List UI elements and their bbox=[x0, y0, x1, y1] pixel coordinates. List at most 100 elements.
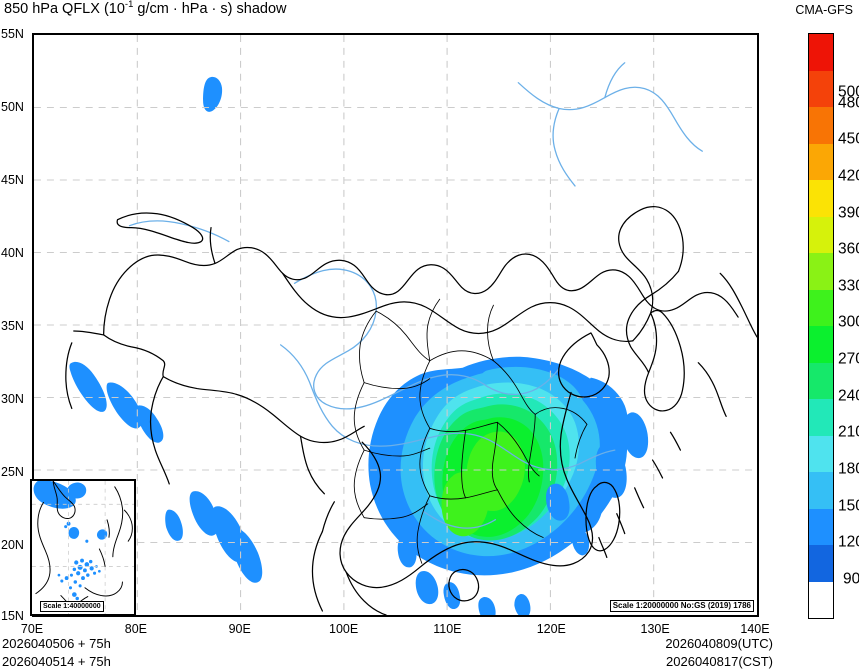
title-text-main: 850 hPa QFLX (10 bbox=[4, 1, 125, 17]
colorbar-cell-13 bbox=[809, 107, 833, 144]
colorbar-tick-240: 240 bbox=[838, 387, 859, 405]
colorbar-cell-1 bbox=[809, 545, 833, 582]
model-label: CMA-GFS bbox=[795, 3, 853, 17]
lon-label-90e: 90E bbox=[228, 622, 251, 636]
bohai-shandong-coast bbox=[557, 332, 610, 398]
colorbar-tick-500: 500 bbox=[838, 83, 859, 101]
japan-kyushu bbox=[697, 362, 727, 417]
ne-china-boundary bbox=[618, 206, 684, 342]
colorbar-cell-10 bbox=[809, 216, 833, 253]
title-text-rest: g/cm · hPa · s) shadow bbox=[133, 1, 287, 17]
colorbar-cell-8 bbox=[809, 289, 833, 326]
colorbar-cell-7 bbox=[809, 326, 833, 363]
indochina-west bbox=[311, 530, 324, 612]
colorbar-cell-0 bbox=[809, 581, 833, 618]
colorbar-tick-90: 90 bbox=[843, 570, 859, 588]
colorbar-tick-300: 300 bbox=[838, 313, 859, 331]
kazakh-border bbox=[102, 268, 129, 336]
lat-label-20n: 20N bbox=[1, 538, 24, 552]
japan-outline bbox=[719, 272, 757, 338]
himalaya-boundary bbox=[162, 376, 365, 444]
colorbar-cell-12 bbox=[809, 143, 833, 180]
lat-label-35n: 35N bbox=[1, 319, 24, 333]
india-outline bbox=[149, 376, 170, 485]
japan-ryukyu-2 bbox=[651, 459, 664, 479]
footer-valid-time-utc: 2026040809(UTC) bbox=[665, 636, 773, 651]
colorbar-cell-15 bbox=[809, 34, 833, 71]
lon-label-100e: 100E bbox=[328, 622, 359, 636]
colorbar-cell-2 bbox=[809, 508, 833, 545]
china-south-coast bbox=[339, 391, 594, 589]
colorbar-tick-480: 480 bbox=[838, 94, 859, 112]
lat-label-45n: 45N bbox=[1, 173, 24, 187]
inset-map-scale-label: Scale 1:40000000 bbox=[40, 601, 104, 612]
colorbar-tick-150: 150 bbox=[838, 497, 859, 514]
colorbar-tick-210: 210 bbox=[838, 423, 859, 441]
lat-label-30n: 30N bbox=[1, 392, 24, 406]
colorbar-cell-9 bbox=[809, 253, 833, 290]
colorbar-tick-330: 330 bbox=[838, 277, 859, 295]
lat-label-55n: 55N bbox=[1, 27, 24, 41]
china-national-boundary bbox=[126, 246, 739, 318]
lon-label-70e: 70E bbox=[20, 622, 44, 636]
page-title: 850 hPa QFLX (10-1 g/cm · hPa · s) shado… bbox=[4, 0, 287, 17]
inset-map-south-china-sea[interactable]: Scale 1:40000000 bbox=[30, 479, 136, 616]
lon-label-120e: 120E bbox=[536, 622, 566, 636]
colorbar-tick-270: 270 bbox=[838, 350, 859, 368]
lon-label-130e: 130E bbox=[640, 622, 670, 636]
colorbar-cell-3 bbox=[809, 472, 833, 509]
main-map-scale-label: Scale 1:20000000 No:GS (2019) 1786 bbox=[609, 600, 754, 612]
lon-label-140e: 140E bbox=[740, 622, 770, 636]
colorbar-cell-5 bbox=[809, 399, 833, 436]
inset-gridlines bbox=[32, 481, 134, 614]
colorbar-cell-4 bbox=[809, 435, 833, 472]
footer-init-time-cst: 2026040514 + 75h bbox=[2, 654, 111, 669]
russia-nw-line bbox=[73, 330, 105, 336]
inset-map-svg bbox=[32, 481, 134, 614]
borders-layer bbox=[65, 206, 757, 615]
colorbar-tick-180: 180 bbox=[838, 460, 859, 478]
myanmar-border bbox=[321, 501, 335, 533]
lon-label-80e: 80E bbox=[124, 622, 148, 636]
taiwan-outline bbox=[585, 481, 621, 552]
map-svg bbox=[34, 35, 757, 615]
lat-label-40n: 40N bbox=[1, 246, 24, 260]
japan-ryukyu-4 bbox=[616, 513, 626, 535]
japan-ryukyu-5 bbox=[598, 536, 608, 559]
central-asia-border bbox=[102, 334, 166, 378]
lat-label-50n: 50N bbox=[1, 100, 24, 114]
mongolia-west-line bbox=[209, 227, 216, 265]
footer-init-time-utc: 2026040506 + 75h bbox=[2, 636, 111, 651]
lon-label-110e: 110E bbox=[433, 622, 462, 636]
lat-label-15n: 15N bbox=[1, 609, 24, 623]
province-boundaries bbox=[353, 298, 588, 564]
china-east-coast bbox=[625, 270, 680, 374]
inset-shading bbox=[33, 481, 108, 601]
colorbar-tick-120: 120 bbox=[838, 533, 859, 551]
bangladesh-border bbox=[299, 435, 326, 495]
colorbar-tick-450: 450 bbox=[838, 130, 859, 148]
colorbar[interactable] bbox=[808, 33, 834, 619]
map-frame[interactable]: Scale 1:20000000 No:GS (2019) 1786 bbox=[32, 33, 759, 617]
colorbar-tick-360: 360 bbox=[838, 240, 859, 258]
indochina-outline bbox=[345, 571, 387, 615]
map-canvas[interactable] bbox=[34, 35, 757, 615]
japan-ryukyu-3 bbox=[634, 487, 645, 509]
qflx-scattered-patches bbox=[69, 76, 649, 615]
colorbar-cell-6 bbox=[809, 362, 833, 399]
hainan-outline bbox=[448, 568, 480, 602]
korea-outline bbox=[643, 309, 685, 412]
inset-coastlines bbox=[35, 481, 133, 608]
colorbar-tick-420: 420 bbox=[838, 167, 859, 185]
lat-label-25n: 25N bbox=[1, 465, 24, 479]
title-exponent: -1 bbox=[124, 0, 134, 11]
colorbar-cell-11 bbox=[809, 180, 833, 217]
mongolia-border bbox=[282, 272, 634, 342]
japan-ryukyu-1 bbox=[669, 431, 682, 451]
colorbar-tick-390: 390 bbox=[838, 204, 859, 221]
footer-valid-time-cst: 2026040817(CST) bbox=[666, 654, 773, 669]
shade-core-330-b bbox=[441, 470, 489, 537]
colorbar-cell-14 bbox=[809, 70, 833, 107]
lake-balkhash bbox=[116, 212, 204, 244]
caspian-coast bbox=[65, 342, 73, 410]
